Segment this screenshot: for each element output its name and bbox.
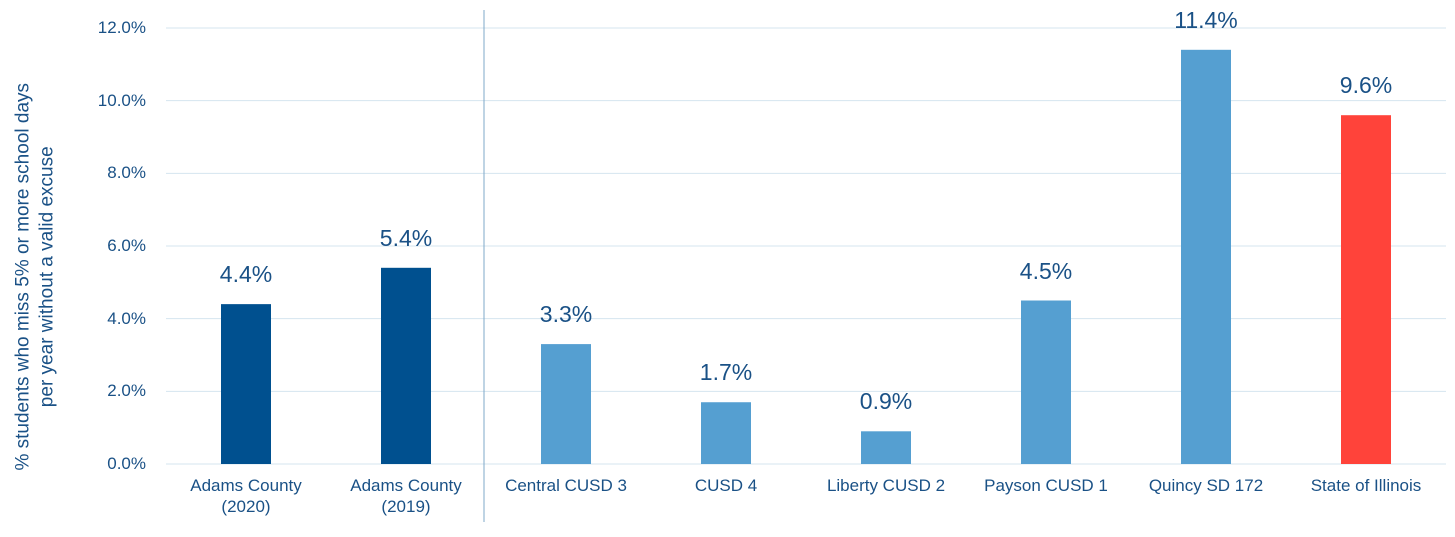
value-label: 4.5%	[1019, 257, 1073, 284]
value-label: 5.4%	[379, 224, 433, 251]
value-label: 9.6%	[1339, 72, 1393, 99]
bar	[221, 304, 271, 464]
bar	[1021, 300, 1071, 464]
x-tick-label: CUSD 4	[694, 476, 758, 495]
value-label: 1.7%	[699, 359, 753, 386]
y-tick-label: 8.0%	[107, 163, 146, 183]
y-tick-label: 0.0%	[107, 454, 146, 473]
x-tick-label: Adams County (2019)	[350, 476, 462, 517]
y-tick-label: 12.0%	[97, 18, 146, 37]
y-tick-label: 4.0%	[107, 308, 146, 328]
bar	[1341, 115, 1391, 464]
value-label: 4.4%	[219, 261, 273, 288]
bar	[701, 402, 751, 464]
y-tick-label: 6.0%	[107, 236, 146, 255]
bar	[1181, 49, 1231, 465]
x-tick-label: Payson CUSD 1	[984, 476, 1108, 495]
x-tick-label: Quincy SD 172	[1148, 476, 1264, 495]
value-label: 3.3%	[539, 301, 593, 328]
bar	[381, 267, 431, 464]
bar	[541, 344, 591, 464]
bar	[861, 431, 911, 464]
value-label: 0.9%	[859, 388, 913, 415]
x-tick-label: Liberty CUSD 2	[826, 476, 946, 495]
y-tick-label: 2.0%	[107, 381, 146, 401]
y-tick-label: 10.0%	[97, 90, 146, 110]
x-tick-label: Central CUSD 3	[505, 476, 627, 495]
x-tick-label: Adams County (2020)	[190, 476, 302, 517]
x-tick-label: State of Illinois	[1310, 476, 1422, 495]
value-label: 11.4%	[1174, 6, 1238, 33]
y-axis-label: % students who miss 5% or more school da…	[12, 82, 57, 471]
